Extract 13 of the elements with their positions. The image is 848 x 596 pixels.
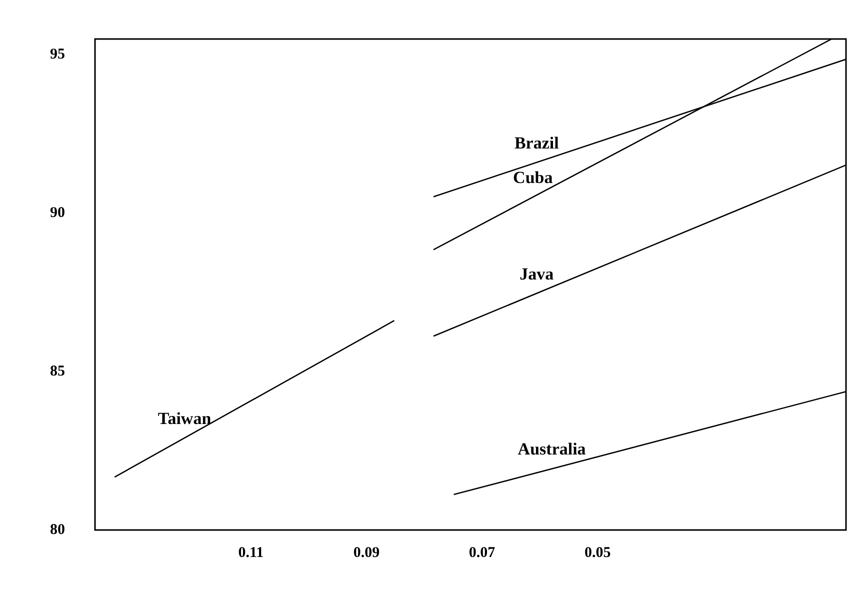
x-tick-label: 0.09 — [353, 544, 380, 561]
series-label: Java — [520, 264, 554, 284]
x-tick-label: 0.11 — [238, 544, 264, 561]
y-tick-label: 95 — [50, 46, 65, 63]
x-tick-label: 0.05 — [584, 544, 611, 561]
series-label: Australia — [518, 440, 586, 459]
x-tick-label: 0.07 — [468, 544, 496, 561]
y-tick-label: 90 — [50, 205, 65, 222]
series-label: Cuba — [513, 168, 554, 187]
series-label: Brazil — [514, 133, 560, 152]
series-label: Taiwan — [158, 408, 212, 428]
y-tick-label: 80 — [50, 522, 65, 538]
y-tick-label: 85 — [50, 363, 65, 380]
